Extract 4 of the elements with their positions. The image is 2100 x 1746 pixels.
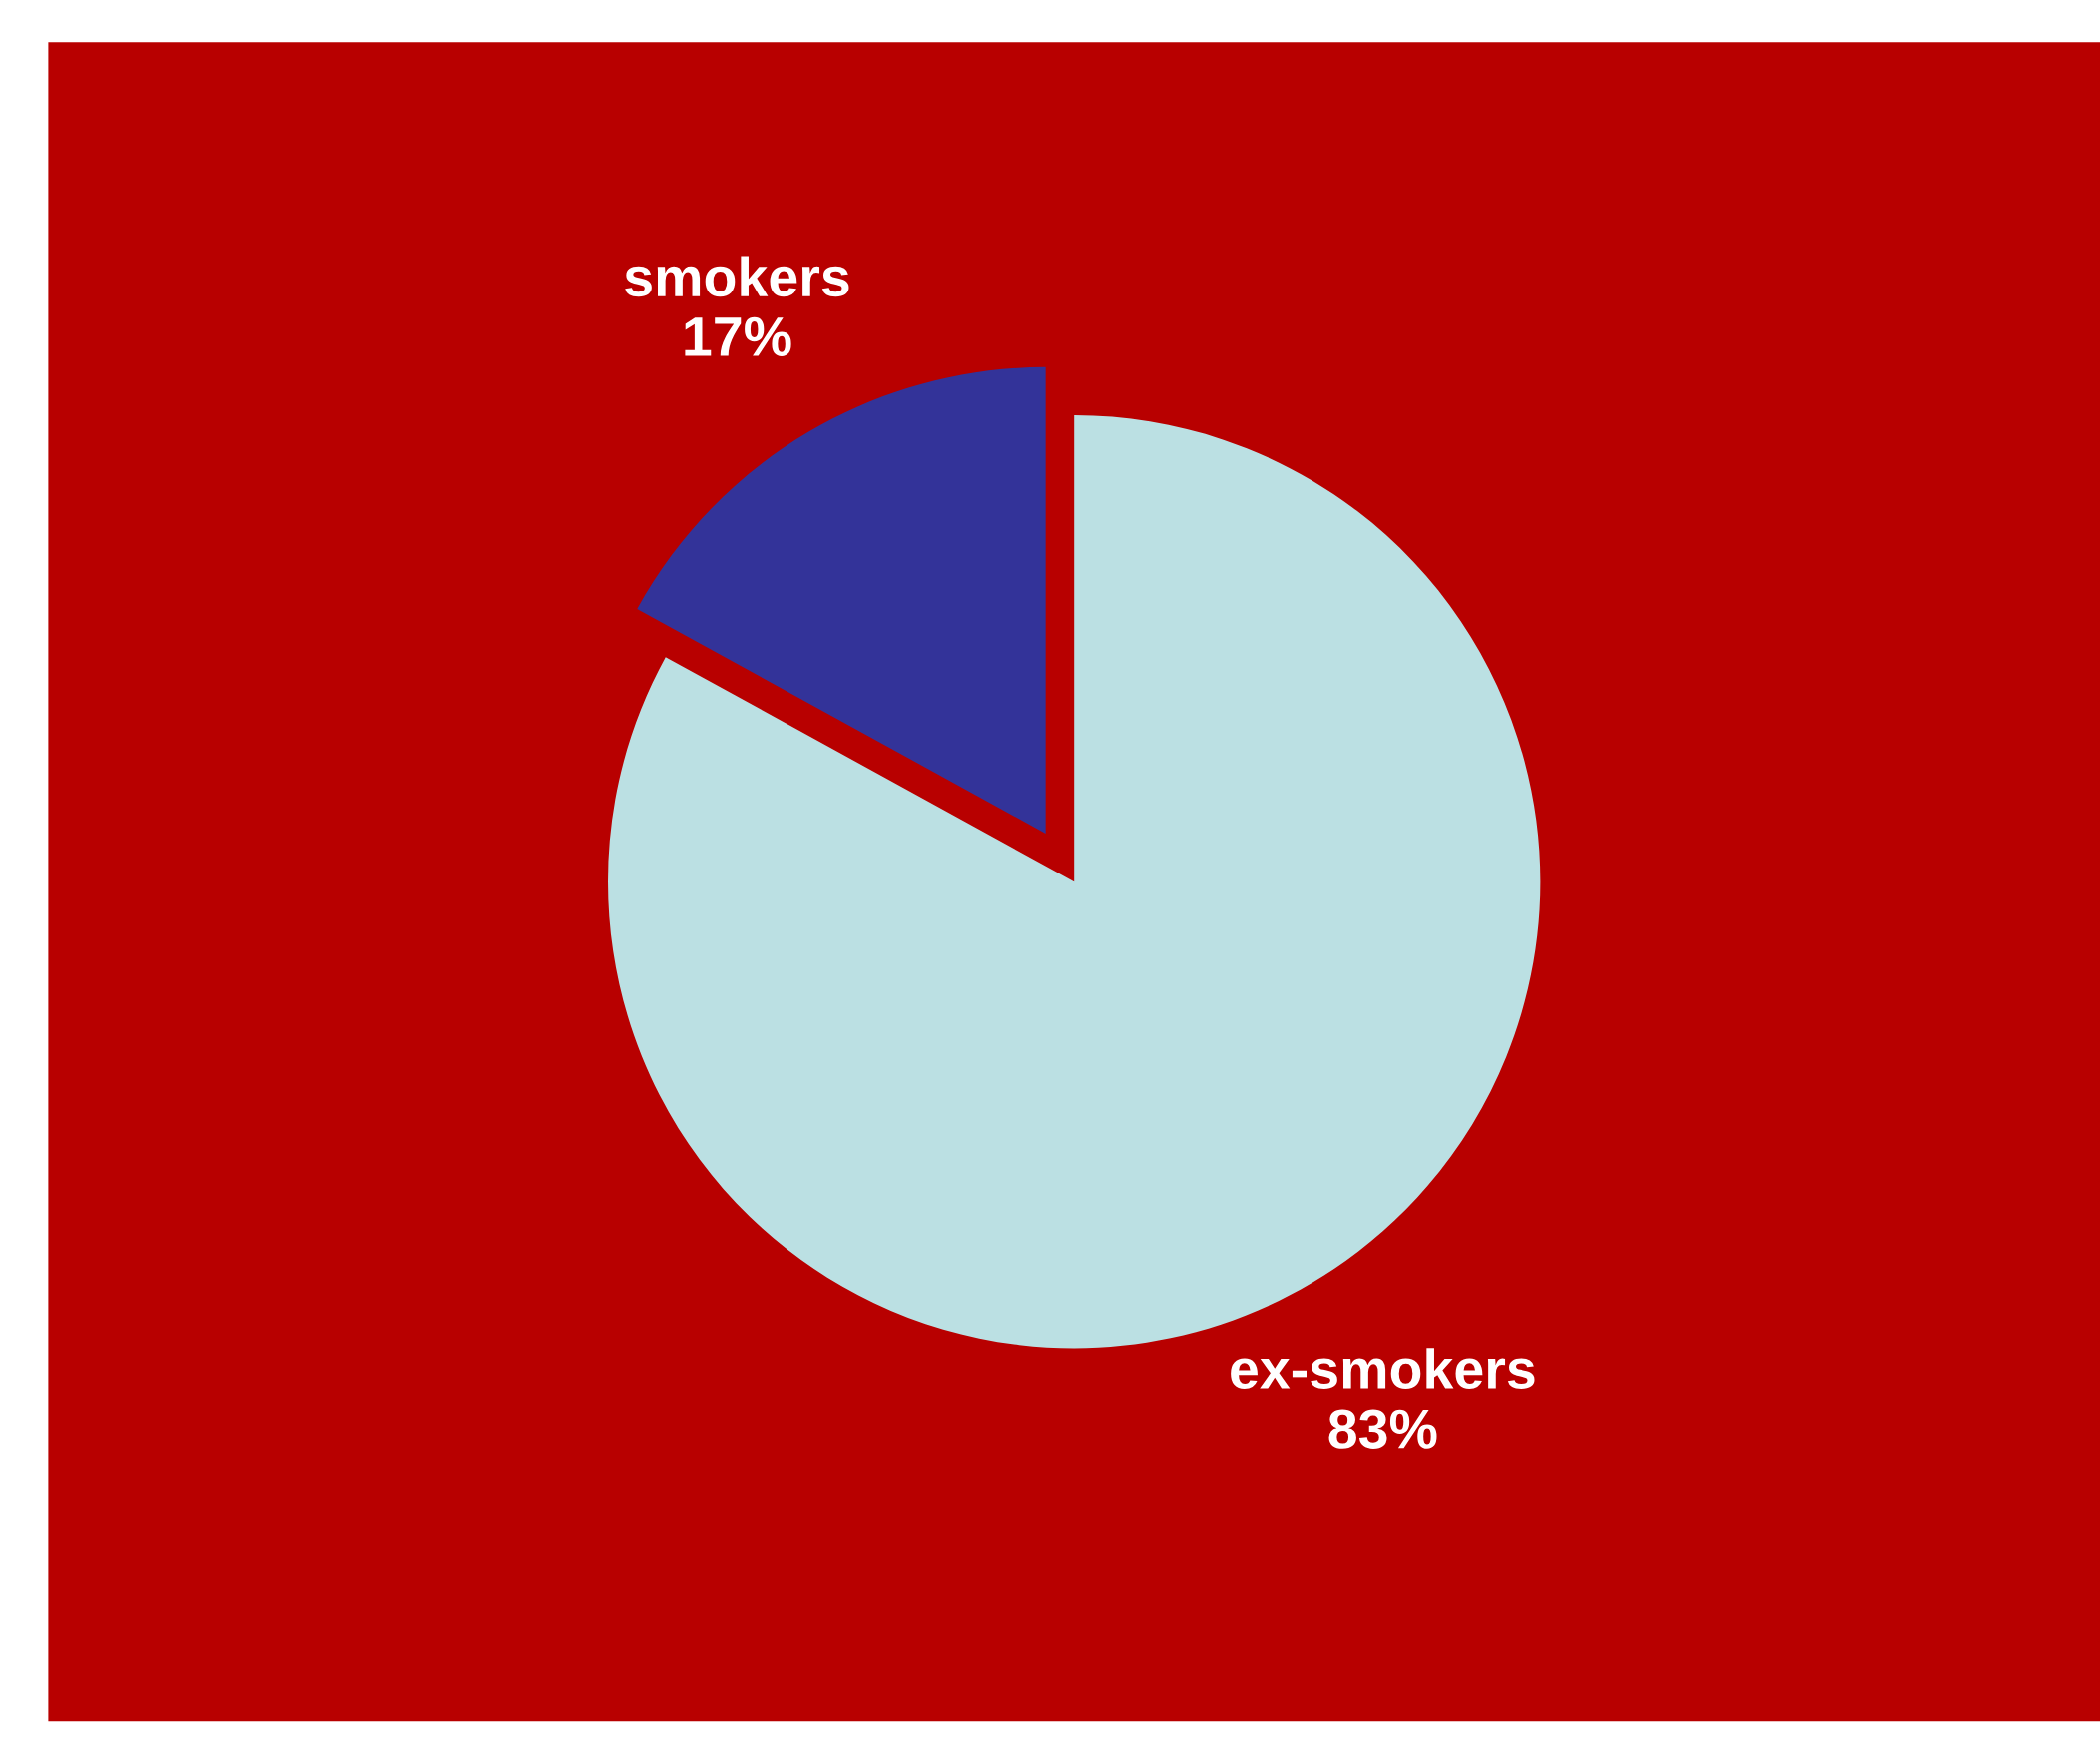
data-label: 83%: [1328, 1409, 1437, 1449]
slice-label: smokers: [625, 256, 849, 297]
data-label: 17%: [685, 316, 791, 356]
slice-label: ex-smokers: [1231, 1348, 1535, 1389]
